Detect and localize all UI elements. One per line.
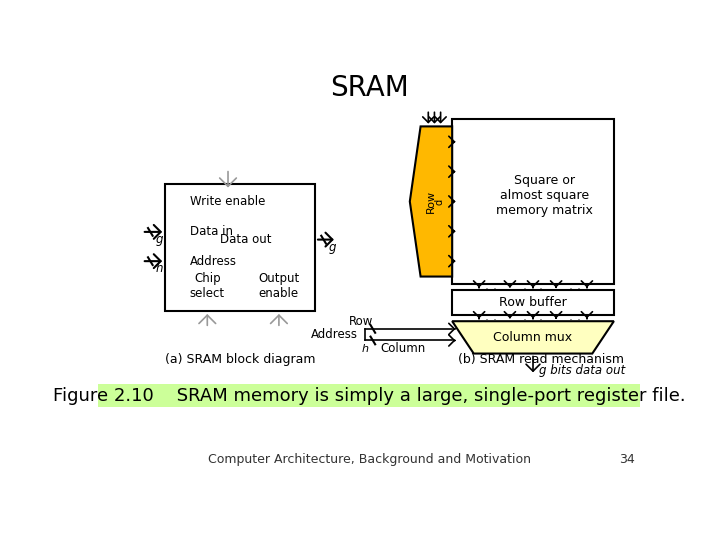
Text: Column: Column <box>381 342 426 355</box>
Polygon shape <box>410 126 452 276</box>
Text: . . .: . . . <box>523 279 543 292</box>
Text: Write enable: Write enable <box>190 194 266 207</box>
Text: h: h <box>362 344 369 354</box>
Text: Chip
select: Chip select <box>190 272 225 300</box>
Text: Address: Address <box>189 255 237 268</box>
Text: Computer Architecture, Background and Motivation: Computer Architecture, Background and Mo… <box>207 453 531 465</box>
Text: 34: 34 <box>619 453 635 465</box>
Text: Row: Row <box>426 190 436 213</box>
Text: Row buffer: Row buffer <box>499 296 567 309</box>
Text: (a) SRAM block diagram: (a) SRAM block diagram <box>165 353 315 366</box>
Text: Address: Address <box>310 328 357 341</box>
Text: Output
enable: Output enable <box>258 272 300 300</box>
Polygon shape <box>452 321 614 354</box>
Bar <box>165 184 315 311</box>
Bar <box>452 119 614 284</box>
Text: . . .: . . . <box>570 279 589 292</box>
Text: g bits data out: g bits data out <box>539 364 626 377</box>
Text: Column mux: Column mux <box>493 331 572 344</box>
Text: d: d <box>434 198 444 205</box>
Text: Figure 2.10    SRAM memory is simply a large, single-port register file.: Figure 2.10 SRAM memory is simply a larg… <box>53 387 685 405</box>
Text: (b) SRAM read mechanism: (b) SRAM read mechanism <box>458 353 624 366</box>
Bar <box>98 384 640 408</box>
Text: Row: Row <box>349 315 374 328</box>
Text: h: h <box>156 262 163 275</box>
Text: SRAM: SRAM <box>330 74 408 102</box>
Text: . . .: . . . <box>477 310 497 323</box>
Text: Data in: Data in <box>189 225 233 238</box>
Text: g: g <box>329 241 336 254</box>
Text: . . .: . . . <box>477 279 497 292</box>
Text: g: g <box>156 233 163 246</box>
Text: Data out: Data out <box>220 233 271 246</box>
Text: . . .: . . . <box>523 310 543 323</box>
Bar <box>452 291 614 315</box>
Text: . . .: . . . <box>570 310 589 323</box>
Text: Square or
almost square
memory matrix: Square or almost square memory matrix <box>496 174 593 217</box>
